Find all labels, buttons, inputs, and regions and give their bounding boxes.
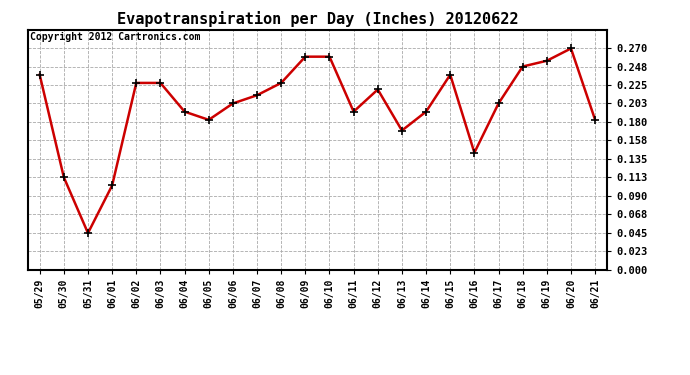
Text: Copyright 2012 Cartronics.com: Copyright 2012 Cartronics.com	[30, 32, 201, 42]
Title: Evapotranspiration per Day (Inches) 20120622: Evapotranspiration per Day (Inches) 2012…	[117, 12, 518, 27]
